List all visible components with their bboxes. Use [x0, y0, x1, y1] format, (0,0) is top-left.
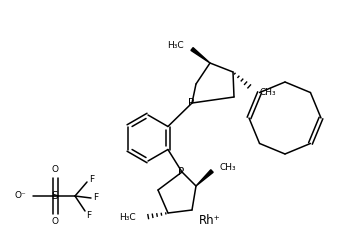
Text: CH₃: CH₃ — [259, 87, 276, 97]
Text: F: F — [90, 176, 95, 185]
Polygon shape — [191, 48, 210, 63]
Text: S: S — [52, 191, 58, 201]
Text: F: F — [86, 211, 92, 221]
Text: H₃C: H₃C — [119, 212, 136, 222]
Text: O: O — [51, 217, 59, 227]
Polygon shape — [196, 170, 213, 186]
Text: P: P — [188, 98, 194, 108]
Text: H₃C: H₃C — [167, 41, 184, 50]
Text: P: P — [178, 167, 184, 177]
Text: Rh⁺: Rh⁺ — [199, 213, 221, 227]
Text: CH₃: CH₃ — [220, 163, 237, 172]
Text: O: O — [51, 166, 59, 175]
Text: O⁻: O⁻ — [14, 191, 26, 200]
Text: F: F — [93, 193, 98, 202]
